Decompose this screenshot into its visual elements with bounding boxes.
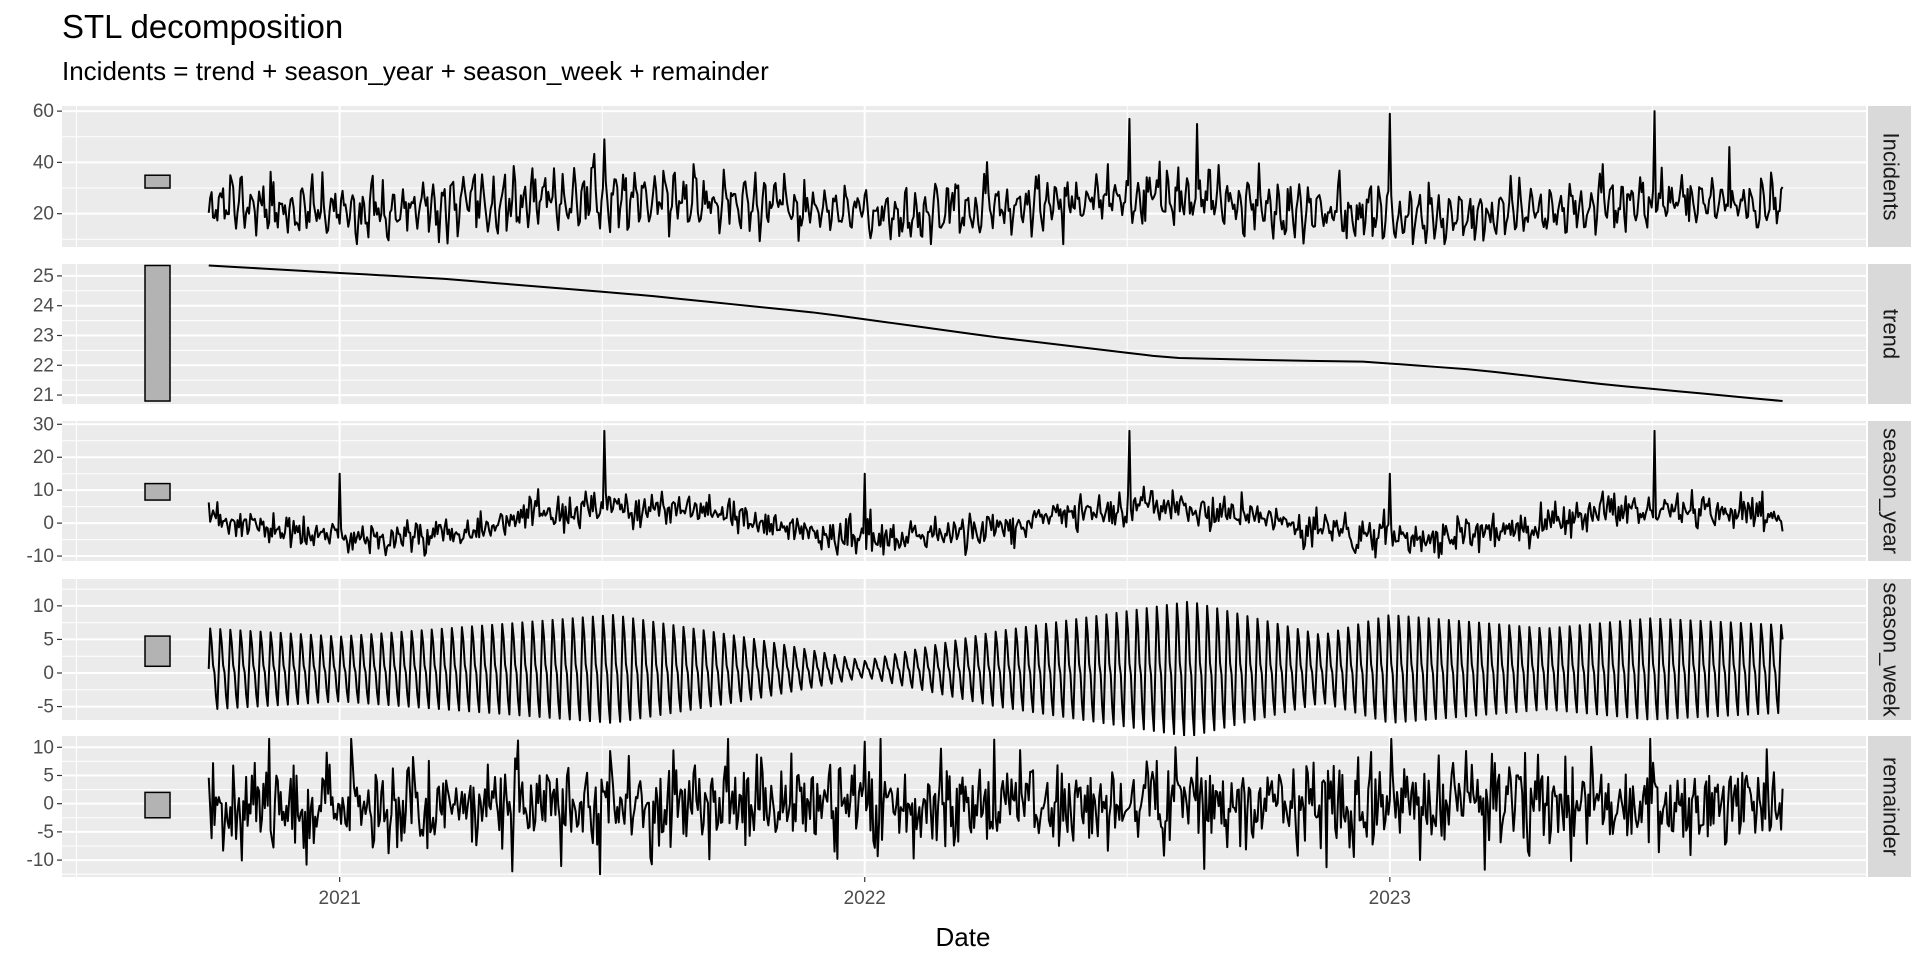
y-tick-label: 40 bbox=[33, 152, 54, 173]
y-tick-label: 0 bbox=[43, 513, 54, 534]
scale-bar bbox=[144, 791, 171, 819]
x-tick-label: 2022 bbox=[844, 888, 886, 909]
series-line-trend bbox=[208, 264, 1783, 403]
series-line-season-week bbox=[207, 600, 1784, 737]
facet-strip-label: season_year bbox=[1879, 428, 1904, 554]
chart-subtitle: Incidents = trend + season_year + season… bbox=[62, 56, 769, 86]
scale-bar bbox=[144, 174, 171, 189]
y-tick-label: 25 bbox=[33, 266, 54, 287]
y-tick-label: 22 bbox=[33, 355, 54, 376]
scale-bar bbox=[144, 482, 171, 501]
panel-season-week: -5 0 5 10 season_week bbox=[33, 579, 1911, 737]
facet-strip bbox=[1868, 579, 1911, 720]
y-tick-label: 5 bbox=[43, 629, 54, 650]
y-tick-label: 20 bbox=[33, 204, 54, 225]
series-line-Incidents bbox=[207, 110, 1784, 246]
x-tick-label: 2023 bbox=[1369, 888, 1411, 909]
scale-bar bbox=[144, 635, 171, 668]
y-tick-label: 20 bbox=[33, 447, 54, 468]
x-axis-title: Date bbox=[936, 922, 991, 952]
y-tick-label: 60 bbox=[33, 101, 54, 122]
y-tick-label: 5 bbox=[43, 765, 54, 786]
panel-season-year: -10 0 10 20 30 season_year bbox=[27, 414, 1911, 567]
y-tick-label: 0 bbox=[43, 663, 54, 684]
y-tick-label: -5 bbox=[37, 822, 54, 843]
series-line-season-year bbox=[207, 429, 1784, 559]
facet-strip bbox=[1868, 264, 1911, 404]
panel-trend: 21 22 23 24 25 trend bbox=[33, 264, 1911, 406]
y-tick-label: -5 bbox=[37, 697, 54, 718]
facet-strip bbox=[1868, 106, 1911, 247]
y-tick-label: -10 bbox=[27, 546, 54, 567]
facet-strip-label: season_week bbox=[1879, 582, 1904, 718]
x-tick-label: 2021 bbox=[319, 888, 361, 909]
y-tick-label: 0 bbox=[43, 794, 54, 815]
y-tick-label: -10 bbox=[27, 850, 54, 871]
facet-strip-label: remainder bbox=[1879, 757, 1904, 856]
panel-remainder: -10 -5 0 5 10 remainder bbox=[27, 736, 1911, 877]
series-line-remainder bbox=[207, 737, 1784, 876]
y-tick-label: 30 bbox=[33, 414, 54, 435]
facet-strip bbox=[1868, 421, 1911, 561]
facet-strip-label: Incidents bbox=[1879, 132, 1904, 220]
chart-title: STL decomposition bbox=[62, 8, 344, 45]
y-tick-label: 23 bbox=[33, 325, 54, 346]
y-tick-label: 10 bbox=[33, 596, 54, 617]
y-tick-label: 21 bbox=[33, 385, 54, 406]
y-tick-label: 10 bbox=[33, 737, 54, 758]
y-tick-label: 24 bbox=[33, 296, 55, 317]
facet-strip bbox=[1868, 736, 1911, 877]
facet-strip-label: trend bbox=[1879, 309, 1904, 359]
panel-Incidents: 20 40 60 Incidents bbox=[33, 101, 1911, 247]
y-tick-label: 10 bbox=[33, 480, 54, 501]
scale-bar bbox=[144, 264, 171, 402]
